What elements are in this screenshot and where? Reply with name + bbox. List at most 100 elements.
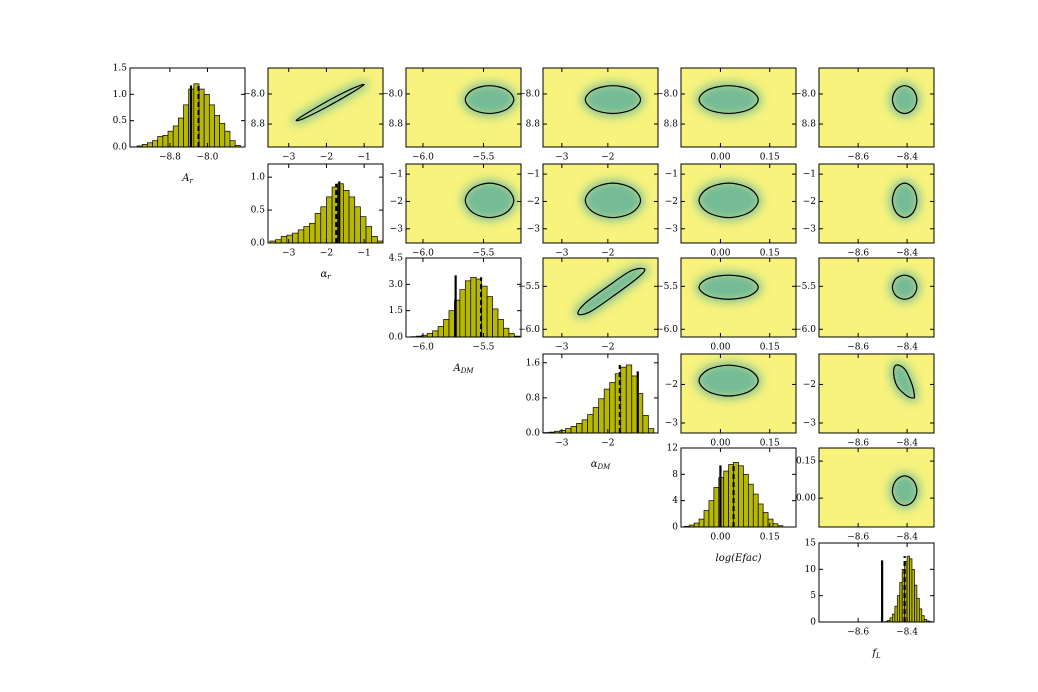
x-tick-label: 0.00: [710, 533, 730, 543]
y-tick-label: 1.0: [113, 90, 128, 100]
y-tick-label: 8.8: [664, 120, 679, 130]
y-tick-label: 8.8: [389, 120, 404, 130]
histogram-bar: [303, 226, 310, 244]
histogram-bar: [914, 584, 918, 623]
y-tick-label: −2: [527, 197, 540, 207]
y-tick-label: 4.5: [389, 254, 404, 264]
y-tick-label: −1: [803, 170, 816, 180]
y-tick-label: 1.0: [251, 173, 266, 183]
histogram-bar: [314, 213, 322, 244]
histogram-bar: [576, 422, 583, 434]
histogram-bar: [292, 232, 299, 244]
histogram-bar: [229, 140, 236, 148]
histogram-bar: [437, 326, 444, 338]
y-tick-label: −5.5: [794, 282, 816, 292]
histogram-panel: αDM −3 −2 0.0 0.8 1.6: [526, 353, 659, 472]
x-tick-label: −8.6: [847, 533, 869, 543]
histogram-bar: [443, 319, 450, 338]
histogram-bar: [752, 493, 759, 528]
histogram-bar: [762, 512, 769, 528]
density-panel: −8.6 −8.4 −2 −3: [803, 353, 935, 449]
histogram-bar: [896, 595, 901, 623]
y-tick-label: 15: [805, 539, 817, 549]
histogram-bar: [911, 568, 915, 623]
density-core: [699, 183, 759, 218]
x-tick-label: −8.4: [896, 439, 918, 449]
density-core: [892, 475, 917, 506]
histogram-bar: [354, 206, 361, 244]
y-tick-label: 4: [672, 496, 678, 506]
y-tick-label: −2: [390, 197, 403, 207]
histogram-bar: [757, 503, 764, 528]
histogram-bar: [348, 196, 356, 244]
density-panel: −3 −2 −1 −2 −3: [527, 163, 659, 259]
panel-frame: [405, 163, 522, 244]
histogram-bar: [503, 327, 510, 338]
density-panel: −3 −2 −5.5 −6.0: [518, 257, 659, 353]
histogram-bar: [620, 366, 627, 434]
x-tick-label: −8.4: [896, 628, 918, 638]
histogram-bar: [162, 135, 169, 148]
density-core: [892, 183, 917, 218]
histogram-bar: [448, 310, 455, 338]
histogram-bar: [360, 216, 367, 244]
y-tick-label: −8.0: [518, 89, 540, 99]
y-tick-label: −6.0: [794, 325, 816, 335]
y-tick-label: 8.8: [251, 120, 266, 130]
histogram-bar: [748, 483, 754, 528]
y-tick-label: 8: [672, 470, 678, 480]
y-tick-label: −1: [390, 170, 403, 180]
x-tick-label: −1: [358, 153, 371, 163]
contour-line: [464, 85, 515, 115]
panel-frame: [129, 67, 246, 148]
histogram-bar: [481, 285, 488, 338]
y-tick-label: 0.0: [251, 239, 266, 249]
histogram-bar: [906, 555, 910, 623]
density-core: [699, 275, 759, 300]
histogram-bar: [326, 196, 333, 244]
histogram-bar: [508, 333, 515, 338]
x-axis-label: fL: [871, 648, 881, 661]
density-core: [893, 365, 915, 398]
x-tick-label: 0.00: [710, 249, 730, 259]
histogram-bar: [432, 330, 439, 338]
y-tick-label: −5.5: [518, 282, 540, 292]
y-tick-label: −3: [665, 418, 679, 428]
x-tick-label: −8.6: [847, 628, 869, 638]
density-core: [585, 183, 641, 218]
y-tick-label: −3: [803, 224, 817, 234]
x-axis-label: αDM: [591, 459, 611, 472]
panel-frame: [680, 67, 797, 148]
density-panel: 0.00 0.15 −8.0 8.8: [656, 67, 797, 163]
histogram-bar: [157, 136, 164, 148]
panel-frame: [542, 67, 659, 148]
x-tick-label: −2: [601, 249, 614, 259]
histogram-bar: [767, 518, 774, 528]
histogram-bar: [172, 125, 179, 148]
x-tick-label: −5.5: [473, 153, 495, 163]
y-tick-label: 1.5: [389, 306, 404, 316]
contour-line: [464, 182, 515, 219]
x-tick-label: 0.15: [760, 153, 780, 163]
density-core: [892, 85, 917, 114]
y-tick-label: −2: [665, 380, 678, 390]
x-axis-label-sub: L: [875, 652, 881, 660]
x-axis-label-main: A: [452, 363, 460, 374]
y-tick-label: −8.0: [243, 89, 265, 99]
x-axis-label-main: α: [591, 459, 598, 470]
y-tick-label: 0.15: [796, 457, 816, 467]
density-core: [465, 183, 514, 218]
x-axis-label: Ar: [181, 173, 193, 186]
x-tick-label: −8.6: [847, 439, 869, 449]
panel-frame: [818, 67, 935, 148]
y-tick-label: −8.0: [794, 89, 816, 99]
x-tick-label: −3: [282, 249, 296, 259]
panel-frame: [542, 353, 659, 434]
x-axis-label-sub: DM: [460, 367, 475, 375]
contour-line: [295, 83, 365, 122]
contour-line: [698, 85, 759, 115]
histogram-bar: [459, 289, 466, 338]
histogram-bar: [703, 510, 710, 528]
density-core: [577, 268, 645, 315]
y-tick-label: 10: [805, 565, 817, 575]
